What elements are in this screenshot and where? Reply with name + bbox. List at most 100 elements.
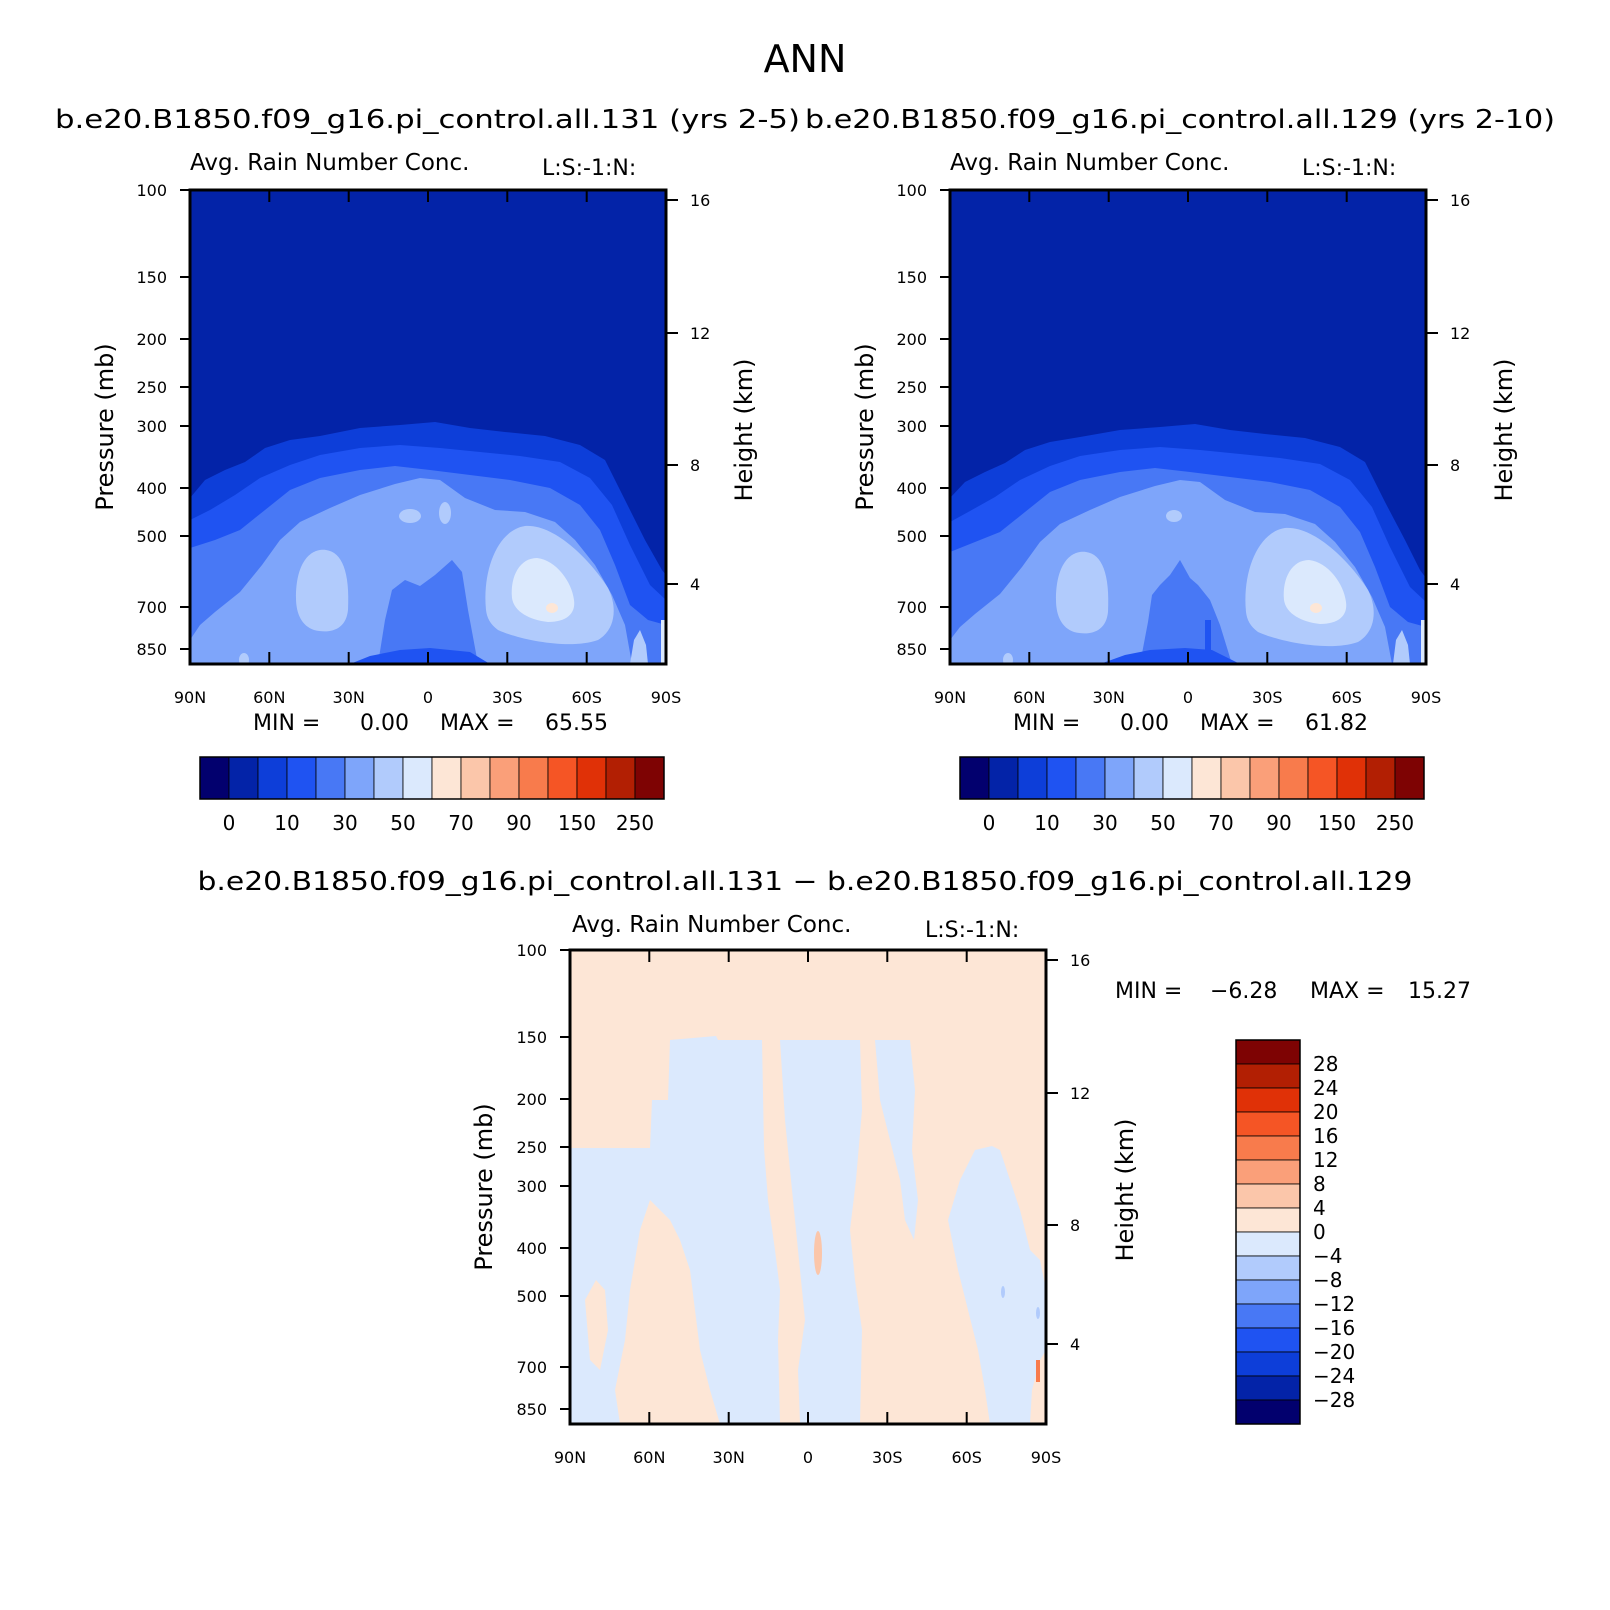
colorbar-label: 90 [1266, 811, 1291, 835]
y-tick-label: 850 [136, 640, 167, 659]
fill-level-minus4-to-0 [570, 1036, 780, 1424]
fill-level-minus8-to-minus4 [1036, 1307, 1040, 1319]
colorbar-swatch [1235, 1327, 1301, 1353]
colorbar-swatch [1235, 1375, 1301, 1401]
min-label: MIN = [1013, 711, 1080, 736]
colorbar-swatch [344, 756, 375, 800]
x-tick-label: 30N [1093, 688, 1125, 707]
colorbar-swatch [228, 756, 259, 800]
colorbar-swatch [1235, 1183, 1301, 1209]
fill-level-40-to-50 [1166, 510, 1182, 522]
min-value: 0.00 [360, 711, 409, 736]
y-tick-label-right: 8 [690, 456, 700, 475]
colorbar-boxes [199, 756, 665, 800]
fill-level-20-to-30 [378, 560, 478, 664]
panel-title-right: L:S:-1:N: [925, 918, 1019, 943]
max-value: 15.27 [1408, 979, 1471, 1004]
colorbar-frame [1235, 1039, 1301, 1425]
y-tick-label: 150 [896, 268, 927, 287]
colorbar-swatch [460, 756, 491, 800]
colorbar-label: −12 [1313, 1292, 1355, 1316]
colorbar-swatch [1235, 1111, 1301, 1137]
colorbar-label: −24 [1313, 1364, 1355, 1388]
x-tick-label: 30S [872, 1448, 903, 1467]
y-tick-label-right: 4 [1070, 1335, 1080, 1354]
colorbar-swatch [257, 756, 288, 800]
fill-level-50-to-60 [1283, 560, 1347, 624]
fill-level-60-to-70 [1310, 603, 1322, 613]
y-axis-left: 100 150 200 250 300 400 500 700 850 Pres… [851, 181, 950, 659]
x-tick-label: 60N [633, 1448, 665, 1467]
colorbar-label: −16 [1313, 1316, 1355, 1340]
fill-level-minus4-to-0 [948, 1146, 1046, 1424]
y-axis-label-right: Height (km) [730, 359, 758, 502]
colorbar-label: 12 [1313, 1148, 1338, 1172]
colorbar-label: −8 [1313, 1268, 1342, 1292]
y-axis-label-right: Height (km) [1111, 1119, 1139, 1262]
colorbar-swatch [1104, 756, 1135, 800]
colorbar-swatch [605, 756, 636, 800]
colorbar-swatch [489, 756, 520, 800]
fill-level-minus4-to-0 [780, 1040, 862, 1424]
colorbar-label: 30 [332, 811, 357, 835]
colorbar-label: 20 [1313, 1100, 1338, 1124]
y-axis-right: 16 12 8 4 Height (km) [1426, 191, 1518, 594]
colorbar-label: −28 [1313, 1388, 1355, 1412]
max-label: MAX = [1310, 979, 1385, 1004]
min-label: MIN = [1115, 979, 1182, 1004]
stats-line: MIN = −6.28 MAX = 15.27 [1115, 979, 1471, 1004]
y-tick-label: 850 [516, 1400, 547, 1419]
y-tick-label: 700 [896, 598, 927, 617]
fill-level-minus8-to-minus4 [1001, 1286, 1005, 1298]
x-tick-label: 0 [1183, 688, 1193, 707]
colorbar-label: 0 [223, 811, 236, 835]
colorbar-swatch [1365, 756, 1396, 800]
y-axis-left: 100 150 200 250 300 400 500 700 850 Pres… [91, 181, 190, 659]
fill-level-10-to-20 [350, 648, 490, 664]
colorbar-label: 50 [390, 811, 415, 835]
colorbar-label: 30 [1092, 811, 1117, 835]
colorbar-swatch [1249, 756, 1280, 800]
colorbar-swatch [1235, 1399, 1301, 1425]
colorbar-boxes [959, 756, 1425, 800]
colorbar-label: −4 [1313, 1244, 1342, 1268]
contour-plot-129: 90N 60N 30N 0 30S 60S 90S [851, 181, 1518, 707]
y-tick-label: 200 [136, 330, 167, 349]
x-axis: 90N 60N 30N 0 30S 60S 90S [934, 190, 1441, 707]
colorbar-label: 24 [1313, 1076, 1338, 1100]
stats-line: MIN = 0.00 MAX = 65.55 [253, 711, 608, 736]
y-tick-label: 150 [136, 268, 167, 287]
x-tick-label: 90S [1031, 1448, 1062, 1467]
y-tick-label-right: 16 [1070, 951, 1090, 970]
max-label: MAX = [1200, 711, 1275, 736]
min-label: MIN = [253, 711, 320, 736]
x-tick-label: 60N [1013, 688, 1045, 707]
colorbar-swatch [1235, 1063, 1301, 1089]
x-tick-label: 30S [492, 688, 523, 707]
colorbar-swatch [1075, 756, 1106, 800]
colorbar-frame [959, 756, 1425, 800]
difference-title: b.e20.B1850.f09_g16.pi_control.all.131 −… [198, 867, 1413, 897]
panel-title: Avg. Rain Number Conc. [190, 150, 469, 176]
y-tick-label: 850 [896, 640, 927, 659]
colorbar-label: 70 [448, 811, 473, 835]
colorbar-label: 0 [1313, 1220, 1326, 1244]
colorbar: 0 10 30 50 70 90 150 250 [959, 756, 1425, 835]
fill-level-40-to-50 [239, 653, 249, 664]
colorbar-swatch [1162, 756, 1193, 800]
colorbar-swatch [1336, 756, 1367, 800]
colorbar-swatch [373, 756, 404, 800]
min-value: −6.28 [1210, 979, 1277, 1004]
x-tick-label: 30N [333, 688, 365, 707]
fill-level-40-to-50 [630, 630, 648, 664]
x-tick-labels: 90N 60N 30N 0 30S 60S 90S [174, 688, 681, 707]
y-axis-right: 16 12 8 4 Height (km) [1046, 951, 1139, 1354]
colorbar-swatch [286, 756, 317, 800]
y-tick-label: 100 [516, 941, 547, 960]
x-tick-label: 60S [571, 688, 602, 707]
y-tick-label: 400 [516, 1239, 547, 1258]
y-tick-label: 300 [136, 417, 167, 436]
y-axis-left: 100 150 200 250 300 400 500 700 850 Pres… [470, 941, 570, 1419]
x-tick-label: 90N [174, 688, 206, 707]
